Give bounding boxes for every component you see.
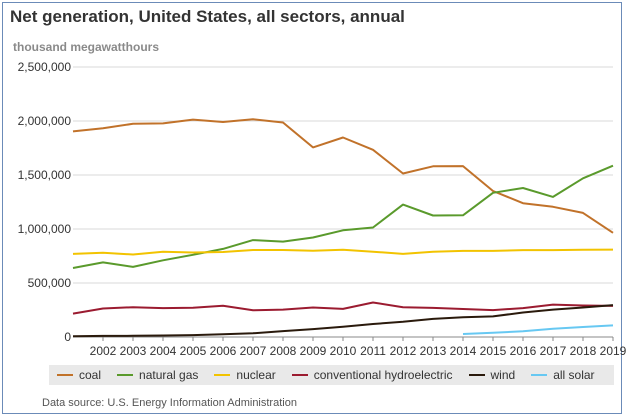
x-tick-label: 2007 [240, 344, 267, 358]
legend-item-nuclear: nuclear [214, 368, 276, 382]
legend-swatch [57, 374, 73, 376]
x-tick-label: 2019 [600, 344, 626, 358]
legend-label: conventional hydroelectric [313, 368, 453, 382]
x-tick-label: 2011 [360, 344, 386, 358]
x-tick-label: 2016 [510, 344, 537, 358]
chart-title: Net generation, United States, all secto… [10, 7, 405, 26]
y-tick-label: 500,000 [28, 276, 72, 290]
x-tick-label: 2015 [480, 344, 507, 358]
legend-item-coal: coal [57, 368, 101, 382]
legend-item-conventional-hydroelectric: conventional hydroelectric [291, 368, 453, 382]
y-tick-label: 2,500,000 [18, 60, 72, 74]
x-tick-label: 2003 [120, 344, 147, 358]
legend-swatch [291, 374, 308, 376]
x-tick-label: 2018 [570, 344, 597, 358]
legend-label: coal [79, 368, 102, 382]
series-line-nuclear [72, 248, 614, 256]
x-tick-label: 2009 [300, 344, 327, 358]
y-tick-label: 1,500,000 [18, 168, 72, 182]
legend-label: all solar [553, 368, 595, 382]
x-tick-label: 2014 [450, 344, 477, 358]
legend-swatch [468, 374, 485, 376]
x-tick-label: 2002 [90, 344, 117, 358]
legend-label: nuclear [236, 368, 276, 382]
x-tick-label: 2008 [270, 344, 297, 358]
series-line-conventional-hydroelectric [72, 301, 614, 315]
legend-swatch [117, 374, 134, 376]
series-line-natural-gas [72, 164, 614, 269]
legend-item-wind: wind [468, 368, 516, 382]
series-line-wind [72, 304, 614, 338]
legend-item-all-solar: all solar [531, 368, 595, 382]
chart-frame [2, 2, 622, 414]
x-tick-label: 2013 [420, 344, 447, 358]
legend-item-natural-gas: natural gas [117, 368, 198, 382]
series-line-all-solar [462, 324, 614, 335]
y-tick-label: 0 [64, 330, 71, 344]
x-tick-label: 2010 [330, 344, 357, 358]
x-tick-label: 2012 [390, 344, 417, 358]
legend: coal natural gas nuclear conventional hydro… [49, 365, 614, 385]
series-line-coal [72, 118, 614, 234]
y-axis-units-label: thousand megawatthours [13, 40, 160, 54]
data-source-note: Data source: U.S. Energy Information Adm… [42, 397, 297, 409]
legend-swatch [531, 374, 548, 376]
x-tick-label: 2005 [180, 344, 207, 358]
x-tick-label: 2017 [540, 344, 567, 358]
x-tick-label: 2006 [210, 344, 237, 358]
y-tick-label: 1,000,000 [18, 222, 72, 236]
y-tick-label: 2,000,000 [18, 114, 72, 128]
legend-label: natural gas [139, 368, 199, 382]
legend-label: wind [490, 368, 516, 382]
x-tick-label: 2004 [150, 344, 177, 358]
legend-swatch [214, 374, 231, 376]
